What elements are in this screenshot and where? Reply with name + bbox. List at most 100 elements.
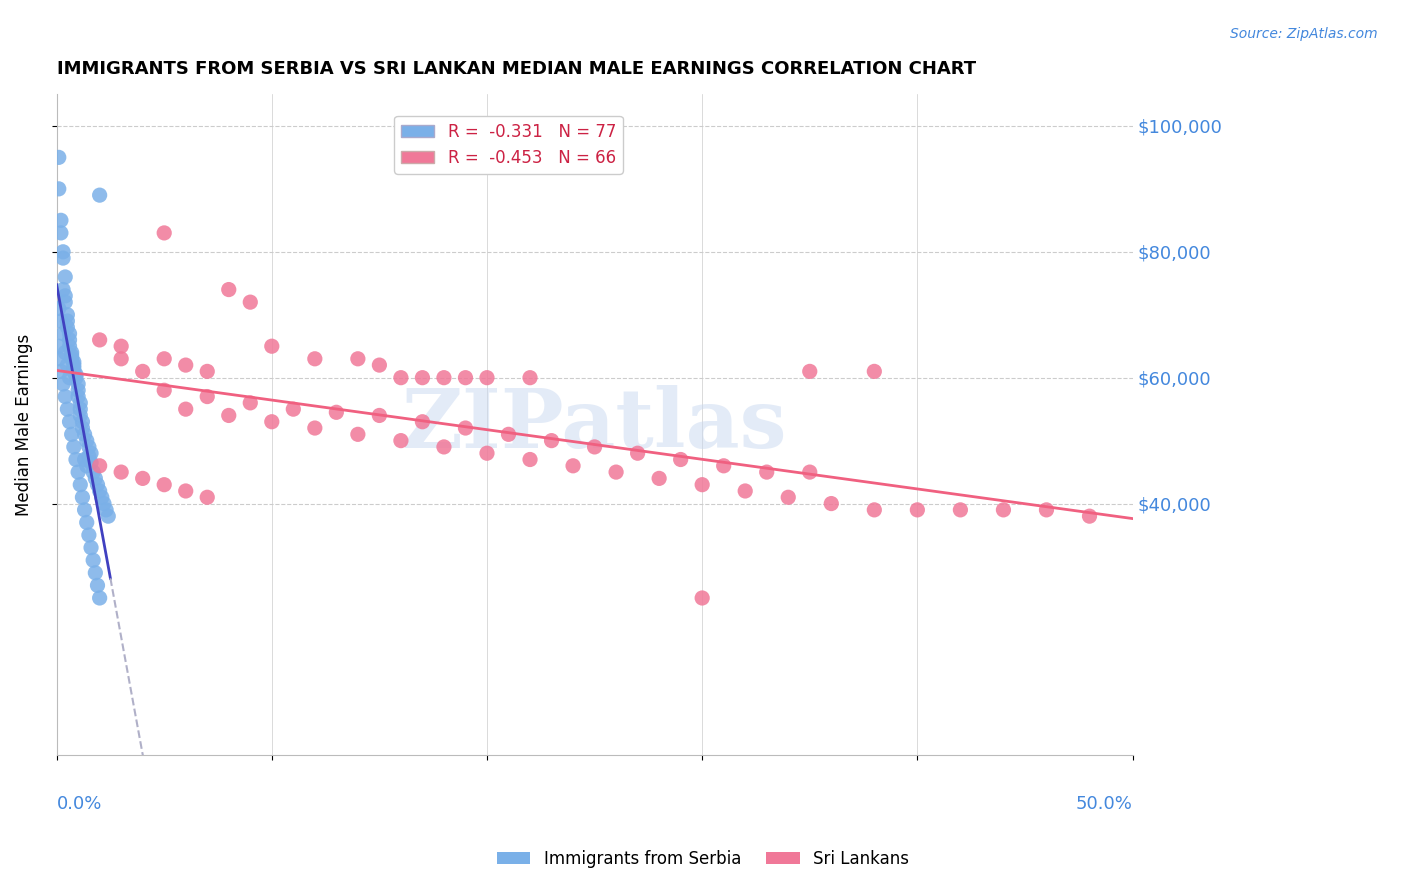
Point [239,295,262,310]
Point [626,446,648,460]
Point [669,452,692,467]
Text: 50.0%: 50.0% [1076,795,1133,813]
Point [56,320,79,334]
Point [69,477,91,491]
Point [94,503,117,517]
Point [239,396,262,410]
Text: IMMIGRANTS FROM SERBIA VS SRI LANKAN MEDIAN MALE EARNINGS CORRELATION CHART: IMMIGRANTS FROM SERBIA VS SRI LANKAN MED… [56,60,976,78]
Point [454,421,477,435]
Point [690,591,713,605]
Point [368,358,391,372]
Point [260,415,283,429]
Point [519,370,541,384]
Point [80,541,103,555]
Point [89,188,111,202]
Point [153,226,176,240]
Point [110,339,132,353]
Y-axis label: Median Male Earnings: Median Male Earnings [15,334,32,516]
Point [49,213,72,227]
Point [195,364,218,378]
Point [77,528,100,542]
Point [82,553,104,567]
Point [48,182,70,196]
Point [63,355,86,369]
Point [905,503,928,517]
Point [69,402,91,417]
Point [89,458,111,473]
Point [72,490,94,504]
Point [60,427,83,442]
Point [195,390,218,404]
Point [53,345,76,359]
Point [49,226,72,240]
Point [67,384,90,398]
Point [56,402,79,417]
Point [1078,509,1101,524]
Point [475,446,498,460]
Point [755,465,778,479]
Point [67,390,90,404]
Point [65,370,87,384]
Point [174,402,197,417]
Point [60,345,83,359]
Point [84,471,107,485]
Point [325,405,347,419]
Point [89,591,111,605]
Point [648,471,671,485]
Point [86,578,108,592]
Point [433,440,456,454]
Point [58,415,80,429]
Point [89,333,111,347]
Point [583,440,606,454]
Point [53,295,76,310]
Point [110,465,132,479]
Point [89,483,111,498]
Point [433,370,456,384]
Point [799,465,821,479]
Point [48,301,70,316]
Point [60,351,83,366]
Point [65,368,87,382]
Legend: R =  -0.331   N = 77, R =  -0.453   N = 66: R = -0.331 N = 77, R = -0.453 N = 66 [394,116,623,174]
Point [48,339,70,353]
Point [110,351,132,366]
Point [368,409,391,423]
Point [475,370,498,384]
Point [153,351,176,366]
Point [53,270,76,285]
Point [949,503,972,517]
Point [58,333,80,347]
Point [56,358,79,372]
Point [799,364,821,378]
Point [52,376,75,391]
Point [153,477,176,491]
Point [73,503,96,517]
Point [97,509,120,524]
Point [84,566,107,580]
Point [60,349,83,363]
Point [80,456,103,470]
Point [56,308,79,322]
Point [53,289,76,303]
Point [63,358,86,372]
Point [131,471,153,485]
Point [454,370,477,384]
Point [389,434,412,448]
Point [347,427,370,442]
Text: ZIPatlas: ZIPatlas [402,384,787,465]
Point [218,283,240,297]
Point [304,421,326,435]
Point [304,351,326,366]
Point [53,390,76,404]
Point [174,483,197,498]
Point [734,483,756,498]
Point [52,251,75,265]
Point [63,440,86,454]
Point [49,364,72,378]
Point [77,450,100,464]
Point [174,358,197,372]
Point [411,415,433,429]
Point [48,351,70,366]
Point [1035,503,1057,517]
Point [86,477,108,491]
